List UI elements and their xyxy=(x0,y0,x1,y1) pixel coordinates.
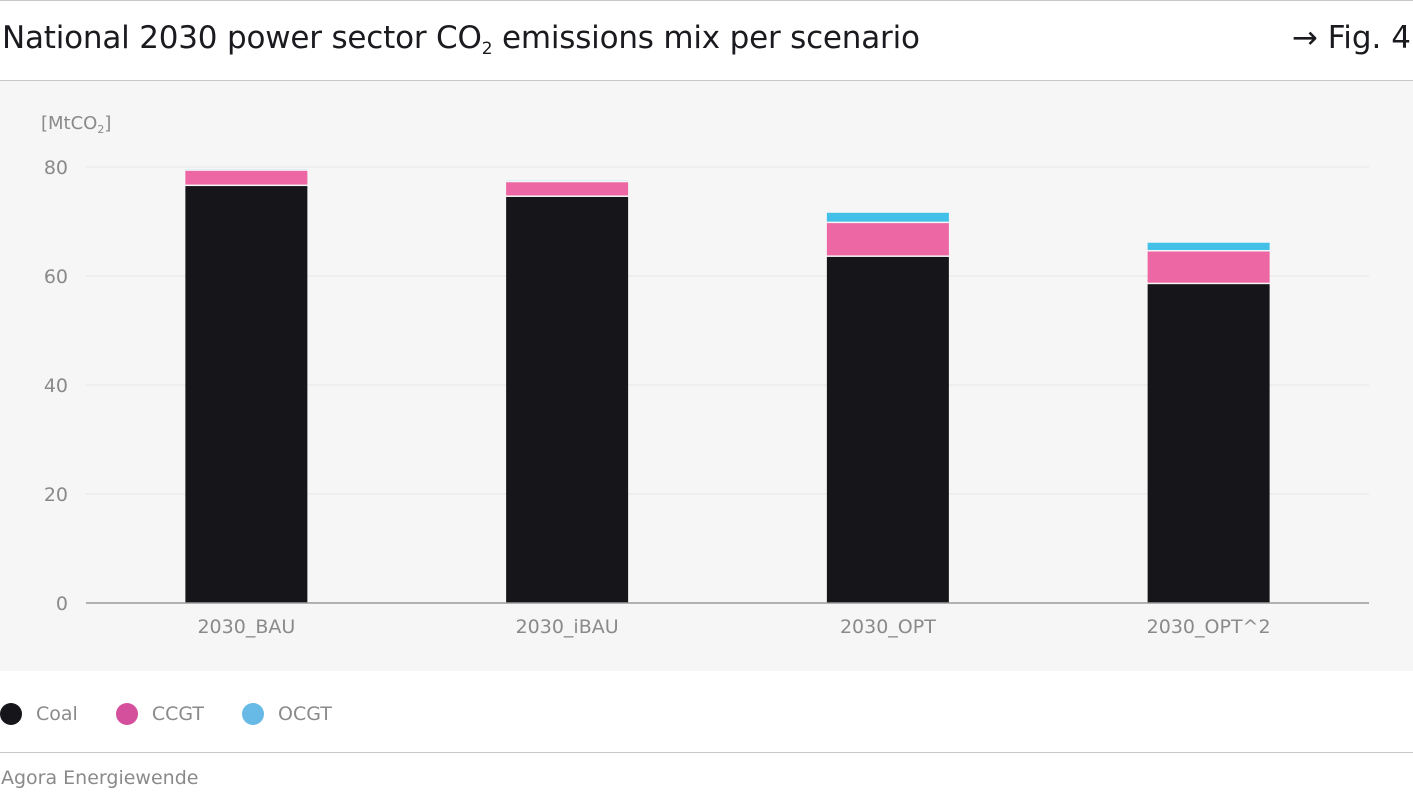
chart-title: National 2030 power sector CO2 emissions… xyxy=(2,20,920,59)
bar-ccgt-2030_bau xyxy=(185,170,308,185)
bar-ccgt-2030_opt xyxy=(826,223,949,256)
y-tick-label-0: 0 xyxy=(56,593,68,615)
bar-coal-2030_opt^2 xyxy=(1147,284,1270,603)
bar-coal-2030_ibau xyxy=(506,196,629,603)
legend-label-ocgt: OCGT xyxy=(278,703,332,725)
source-credit: Agora Energiewende xyxy=(1,767,199,789)
bar-coal-2030_opt xyxy=(826,256,949,603)
y-tick-label-60: 60 xyxy=(44,266,68,288)
y-axis-unit-label: [MtCO2] xyxy=(41,113,112,136)
legend-item-ocgt: OCGT xyxy=(242,703,332,725)
chart-header: National 2030 power sector CO2 emissions… xyxy=(0,0,1413,80)
legend-label-ccgt: CCGT xyxy=(151,703,205,725)
stacked-bar-chart: 0 20 40 60 80 2030_BAU 2030_iBAU 2030_OPT 2030_O… xyxy=(44,157,1369,638)
y-tick-label-40: 40 xyxy=(44,375,68,397)
x-tick-label-2030_ibau: 2030_iBAU xyxy=(516,616,619,638)
legend-swatch-ocgt xyxy=(242,703,265,725)
x-tick-label-2030_opt: 2030_OPT xyxy=(840,616,936,638)
x-tick-label-2030_bau: 2030_BAU xyxy=(197,616,295,638)
top-rule xyxy=(0,0,1413,1)
legend-item-ccgt: CCGT xyxy=(115,703,205,725)
figure-reference-link[interactable]: → Fig. 4 xyxy=(1291,20,1411,56)
y-tick-label-80: 80 xyxy=(44,157,68,179)
chart-legend: Coal CCGT OCGT xyxy=(0,700,370,728)
x-tick-label-2030_opt^2: 2030_OPT^2 xyxy=(1147,616,1271,638)
footer-divider xyxy=(0,752,1413,753)
legend-swatch-ccgt xyxy=(115,703,138,725)
legend-swatch-coal xyxy=(0,703,22,725)
bar-ccgt-2030_opt^2 xyxy=(1147,251,1270,283)
bar-ocgt-2030_opt xyxy=(826,212,949,222)
bar-ccgt-2030_ibau xyxy=(506,182,629,196)
bar-coal-2030_bau xyxy=(185,186,308,603)
bar-ocgt-2030_opt^2 xyxy=(1147,242,1270,250)
legend-item-coal: Coal xyxy=(0,703,78,725)
y-tick-label-20: 20 xyxy=(44,484,68,506)
header-divider xyxy=(0,80,1413,81)
legend-label-coal: Coal xyxy=(36,703,78,725)
